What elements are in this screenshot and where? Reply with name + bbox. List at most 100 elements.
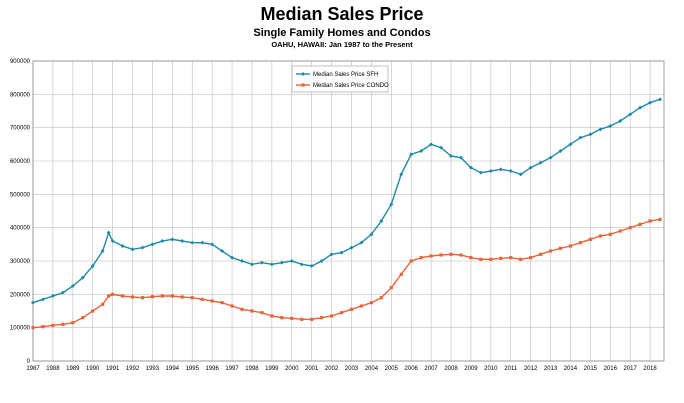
legend-box xyxy=(291,65,389,93)
x-tick-label: 2007 xyxy=(424,366,438,372)
x-tick-label: 2016 xyxy=(604,366,618,372)
y-tick-label: 100000 xyxy=(10,326,31,332)
x-tick-label: 1998 xyxy=(245,366,259,372)
x-tick-label: 2003 xyxy=(345,366,359,372)
x-tick-label: 2017 xyxy=(623,366,637,372)
legend-item: Median Sales Price SFH xyxy=(296,72,378,78)
data-point xyxy=(638,105,643,110)
series-condo xyxy=(31,217,662,330)
data-point xyxy=(41,325,45,329)
x-tick-label: 1999 xyxy=(265,366,279,372)
data-point xyxy=(91,309,95,313)
data-point xyxy=(588,132,593,137)
x-tick-label: 2014 xyxy=(564,366,578,372)
legend-label: Median Sales Price CONDO xyxy=(313,83,389,89)
data-point xyxy=(200,240,205,245)
x-tick-label: 2018 xyxy=(643,366,657,372)
series-line xyxy=(32,98,661,304)
data-point xyxy=(548,155,553,160)
data-point xyxy=(40,297,45,302)
y-tick-label: 400000 xyxy=(10,226,31,232)
legend-marker xyxy=(301,72,305,76)
data-point xyxy=(180,295,184,299)
data-point xyxy=(558,246,563,250)
data-point xyxy=(568,142,573,147)
data-point xyxy=(628,226,632,230)
x-tick-label: 1988 xyxy=(46,366,60,372)
data-point xyxy=(598,127,603,132)
x-tick-label: 1994 xyxy=(166,366,180,372)
data-point xyxy=(220,249,225,253)
data-point xyxy=(648,219,652,223)
data-point xyxy=(290,316,294,320)
data-point xyxy=(31,300,35,305)
data-point xyxy=(270,314,274,318)
data-point xyxy=(449,154,454,158)
y-axis: 0 100000 200000 300000 400000 500000 600000 700… xyxy=(10,59,31,365)
data-point xyxy=(359,304,364,308)
x-tick-label: 2001 xyxy=(305,366,319,372)
chart-caption: OAHU, HAWAII: Jan 1987 to the Present xyxy=(271,40,413,49)
data-point xyxy=(548,249,553,253)
data-point xyxy=(259,260,264,265)
data-point xyxy=(140,296,145,300)
data-point xyxy=(200,297,204,301)
data-point xyxy=(389,286,393,290)
legend-label: Median Sales Price SFH xyxy=(313,72,378,78)
data-point xyxy=(468,165,473,170)
data-point xyxy=(479,257,483,261)
data-point xyxy=(80,275,85,280)
data-point xyxy=(478,170,483,175)
x-tick-label: 2012 xyxy=(524,366,538,372)
data-point xyxy=(469,256,473,260)
data-point xyxy=(329,314,334,318)
x-tick-label: 2005 xyxy=(385,366,399,372)
data-point xyxy=(489,257,493,261)
chart-title: Median Sales Price xyxy=(260,4,424,24)
data-point xyxy=(379,296,383,300)
x-tick-label: 1989 xyxy=(66,366,80,372)
data-point xyxy=(50,294,55,298)
data-point xyxy=(120,244,125,248)
data-point xyxy=(310,317,314,321)
data-point xyxy=(140,245,145,250)
data-point xyxy=(150,242,155,247)
x-axis: 1987 1988 1989 1990 1991 1992 1993 1994 1995 1996… xyxy=(26,366,657,372)
data-point xyxy=(628,112,633,117)
data-point xyxy=(220,301,224,305)
data-point xyxy=(389,202,394,207)
data-point xyxy=(349,307,354,311)
data-point xyxy=(269,262,274,267)
data-point xyxy=(538,160,543,165)
data-point xyxy=(100,249,105,253)
x-tick-label: 1990 xyxy=(86,366,100,372)
grid xyxy=(32,60,664,362)
legend: Median Sales Price SFH Median Sales Price… xyxy=(291,65,389,93)
x-tick-label: 2006 xyxy=(405,366,419,372)
data-point xyxy=(558,149,563,153)
data-point xyxy=(339,250,344,255)
data-point xyxy=(529,256,533,260)
data-point xyxy=(180,239,185,243)
data-point xyxy=(409,152,414,157)
data-point xyxy=(309,264,314,268)
data-point xyxy=(618,229,622,233)
data-point xyxy=(399,172,404,177)
data-point xyxy=(249,262,254,267)
data-point xyxy=(170,237,175,242)
data-point xyxy=(498,167,503,172)
x-tick-label: 2013 xyxy=(544,366,558,372)
data-point xyxy=(508,169,513,173)
data-point xyxy=(190,296,194,300)
y-tick-label: 700000 xyxy=(10,126,31,132)
x-tick-label: 2015 xyxy=(584,366,598,372)
data-point xyxy=(250,309,254,313)
x-tick-label: 2004 xyxy=(365,366,379,372)
legend-item: Median Sales Price CONDO xyxy=(296,83,389,89)
data-point xyxy=(280,316,284,320)
data-point xyxy=(300,317,304,321)
data-point xyxy=(499,256,503,260)
data-point xyxy=(289,259,294,263)
y-tick-label: 500000 xyxy=(10,192,31,198)
x-tick-label: 1991 xyxy=(106,366,120,372)
